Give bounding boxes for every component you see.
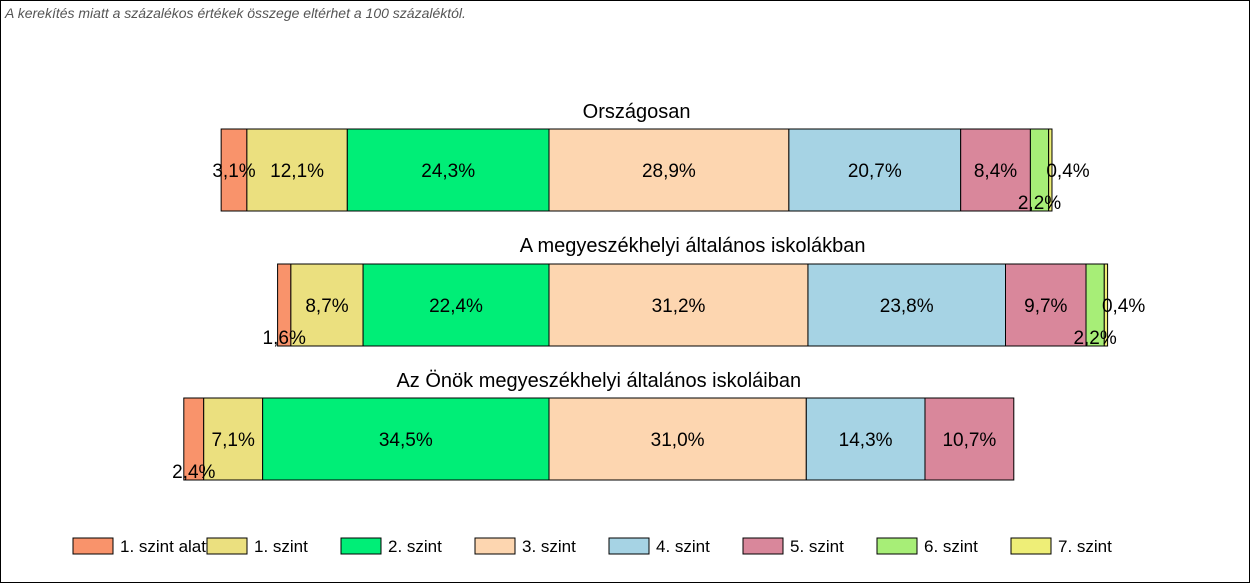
bar-3-segment-6: [924, 397, 1015, 481]
bar-2-label-6: 9,7%: [1024, 296, 1067, 317]
bar-1-segment-6: [960, 128, 1031, 212]
legend-label-6: 5. szint: [790, 537, 844, 556]
bar-3-label-3: 34,5%: [379, 430, 433, 451]
bar-title-3: Az Önök megyeszékhelyi általános iskolái…: [396, 370, 801, 392]
legend-swatch-4: [474, 537, 516, 555]
bar-3-label-4: 31,0%: [651, 430, 705, 451]
bar-2-segment-8: [1103, 263, 1109, 347]
bar-2-label-3: 22,4%: [429, 296, 483, 317]
bar-1-label-7: 2,2%: [1018, 193, 1061, 214]
bar-1-segment-8: [1048, 128, 1053, 212]
bar-title-2: A megyeszékhelyi általános iskolákban: [520, 235, 866, 257]
bar-1-label-4: 28,9%: [642, 161, 696, 182]
legend-swatch-7: [876, 537, 918, 555]
legend-swatch-8: [1010, 537, 1052, 555]
legend-label-5: 4. szint: [656, 537, 710, 556]
bar-2-label-4: 31,2%: [652, 296, 706, 317]
legend-label-7: 6. szint: [924, 537, 978, 556]
bar-3-label-1: 2,4%: [172, 462, 215, 483]
bar-3-label-5: 14,3%: [839, 430, 893, 451]
legend-swatch-2: [206, 537, 248, 555]
legend-swatch-5: [608, 537, 650, 555]
bar-2-label-7: 2,2%: [1073, 328, 1116, 349]
bar-2-segment-5: [807, 263, 1007, 347]
bar-3-segment-3: [262, 397, 550, 481]
bar-2-segment-3: [362, 263, 550, 347]
legend-swatch-1: [72, 537, 114, 555]
bar-3-segment-5: [805, 397, 926, 481]
bar-1-label-5: 20,7%: [848, 161, 902, 182]
bar-2-label-8: 0,4%: [1102, 296, 1145, 317]
legend-label-2: 1. szint: [254, 537, 308, 556]
legend-swatch-3: [340, 537, 382, 555]
bar-1-segment-2: [246, 128, 348, 212]
bar-1-label-1: 3,1%: [212, 161, 255, 182]
bar-2-label-5: 23,8%: [880, 296, 934, 317]
bar-1-segment-5: [788, 128, 962, 212]
bar-1-label-3: 24,3%: [421, 161, 475, 182]
bar-1-label-8: 0,4%: [1046, 161, 1089, 182]
bar-3-label-2: 7,1%: [212, 430, 255, 451]
bar-1-segment-4: [548, 128, 790, 212]
legend-label-3: 2. szint: [388, 537, 442, 556]
bar-2-segment-4: [548, 263, 809, 347]
legend-label-4: 3. szint: [522, 537, 576, 556]
bar-2-label-2: 8,7%: [305, 296, 348, 317]
legend-swatch-6: [742, 537, 784, 555]
legend-label-8: 7. szint: [1058, 537, 1112, 556]
bar-1-label-2: 12,1%: [270, 161, 324, 182]
rounding-note: A kerekítés miatt a százalékos értékek ö…: [5, 5, 466, 21]
bar-3-label-6: 10,7%: [942, 430, 996, 451]
legend-label-1: 1. szint alatti: [120, 537, 215, 556]
bar-1-label-6: 8,4%: [974, 161, 1017, 182]
bar-title-1: Országosan: [583, 101, 691, 123]
bar-2-label-1: 1,6%: [263, 328, 306, 349]
